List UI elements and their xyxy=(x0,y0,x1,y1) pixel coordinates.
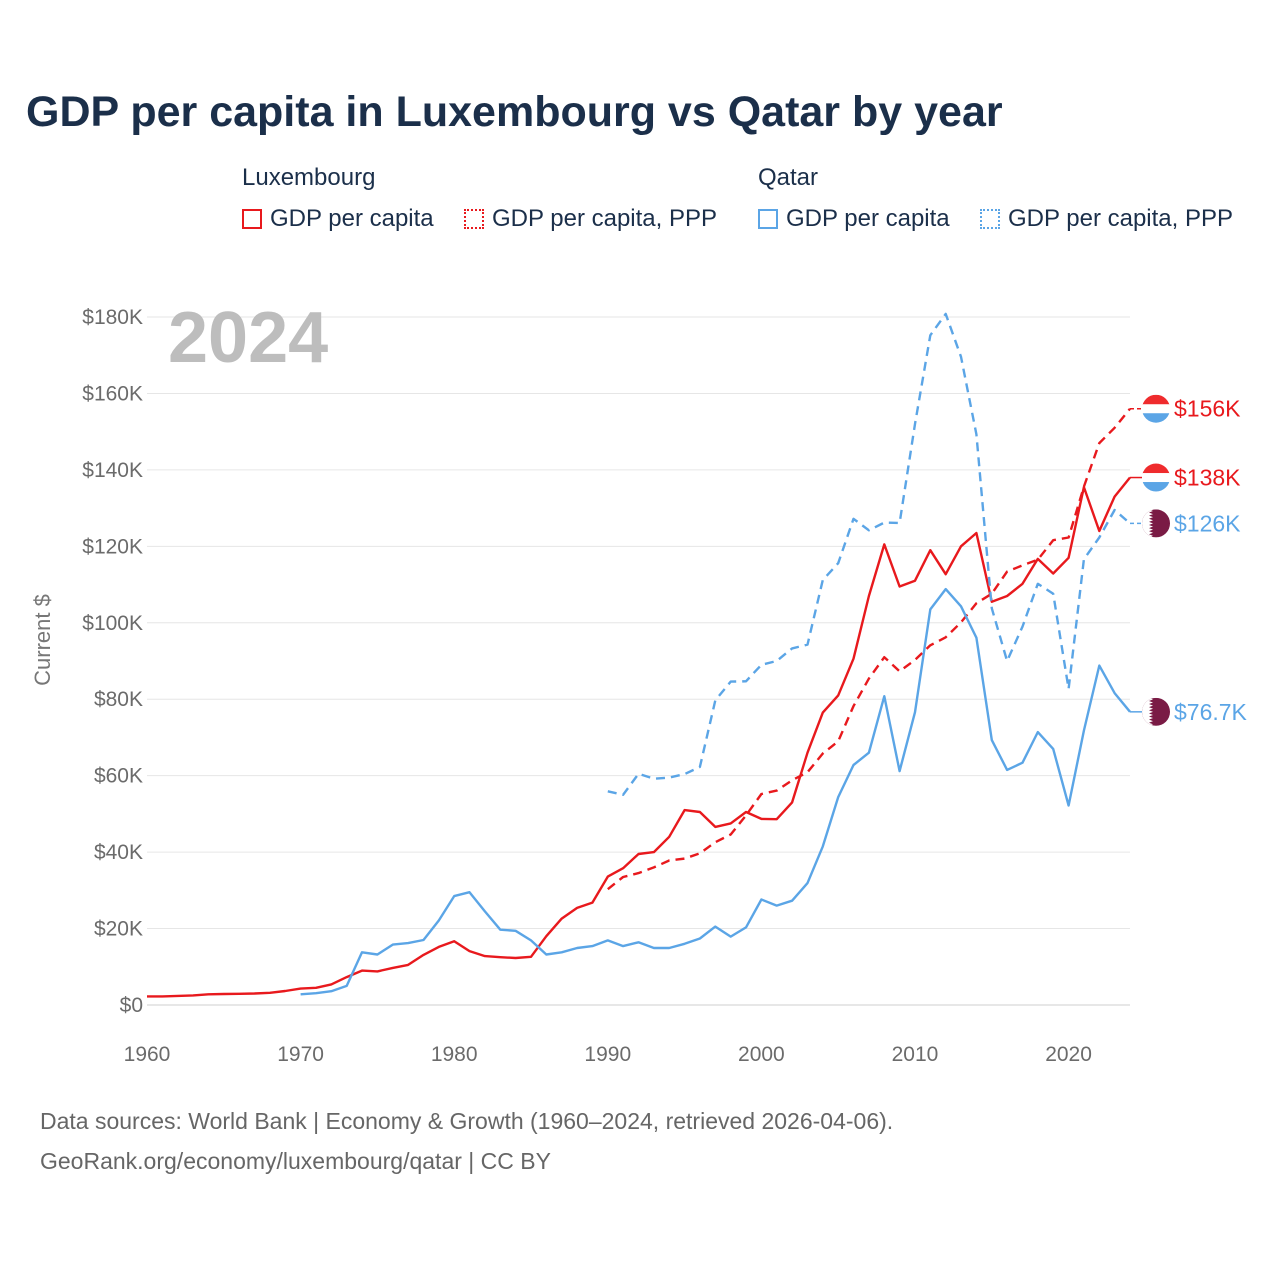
series-line[interactable] xyxy=(300,587,1131,996)
x-tick-label: 2020 xyxy=(1045,1043,1092,1066)
y-tick-label: $100K xyxy=(82,612,143,635)
legend-label: GDP per capita, PPP xyxy=(1008,205,1233,232)
x-tick-label: 1960 xyxy=(124,1043,171,1066)
y-tick-label: $180K xyxy=(82,306,143,329)
legend-group-luxembourg: Luxembourg xyxy=(242,164,376,191)
legend-label: GDP per capita xyxy=(786,205,950,232)
legend-swatch-dotted xyxy=(464,209,484,229)
series-line[interactable] xyxy=(147,476,1131,998)
qatar-flag-icon xyxy=(1142,697,1170,726)
y-tick-label: $80K xyxy=(94,688,143,711)
legend-item-luxembourg-gdp[interactable]: GDP per capita xyxy=(242,205,434,233)
series-end-value: $156K xyxy=(1174,396,1241,422)
legend-label: GDP per capita xyxy=(270,205,434,232)
series-line[interactable] xyxy=(607,312,1131,796)
chart-title: GDP per capita in Luxembourg vs Qatar by… xyxy=(26,88,1003,136)
x-tick-label: 1970 xyxy=(277,1043,324,1066)
y-tick-label: $20K xyxy=(94,918,143,941)
x-tick-label: 2000 xyxy=(738,1043,785,1066)
y-tick-label: $0 xyxy=(120,994,143,1017)
luxembourg-flag-icon xyxy=(1142,394,1170,423)
legend-swatch-dotted xyxy=(980,209,1000,229)
qatar-flag-icon xyxy=(1142,509,1170,538)
series-line[interactable] xyxy=(607,407,1131,891)
footer-sources: Data sources: World Bank | Economy & Gro… xyxy=(40,1108,894,1134)
y-tick-label: $40K xyxy=(94,841,143,864)
x-tick-label: 1980 xyxy=(431,1043,478,1066)
current-year-label: 2024 xyxy=(168,298,328,378)
legend-swatch-solid xyxy=(758,209,778,229)
legend-group-qatar: Qatar xyxy=(758,164,819,191)
footer-url[interactable]: GeoRank.org/economy/luxembourg/qatar | C… xyxy=(40,1148,551,1174)
series-end-value: $76.7K xyxy=(1174,699,1248,725)
series-end-value: $126K xyxy=(1174,510,1241,536)
x-tick-label: 2010 xyxy=(892,1043,939,1066)
y-tick-label: $60K xyxy=(94,765,143,788)
y-tick-label: $160K xyxy=(82,382,143,405)
luxembourg-flag-icon xyxy=(1142,463,1170,492)
legend-item-qatar-gdp-ppp[interactable]: GDP per capita, PPP xyxy=(980,205,1233,233)
x-tick-label: 1990 xyxy=(584,1043,631,1066)
legend-item-luxembourg-gdp-ppp[interactable]: GDP per capita, PPP xyxy=(464,205,717,233)
y-tick-label: $140K xyxy=(82,459,143,482)
y-axis-label: Current $ xyxy=(30,594,55,686)
legend-swatch-solid xyxy=(242,209,262,229)
legend-label: GDP per capita, PPP xyxy=(492,205,717,232)
series-end-value: $138K xyxy=(1174,465,1241,491)
legend-item-qatar-gdp[interactable]: GDP per capita xyxy=(758,205,950,233)
y-tick-label: $120K xyxy=(82,535,143,558)
